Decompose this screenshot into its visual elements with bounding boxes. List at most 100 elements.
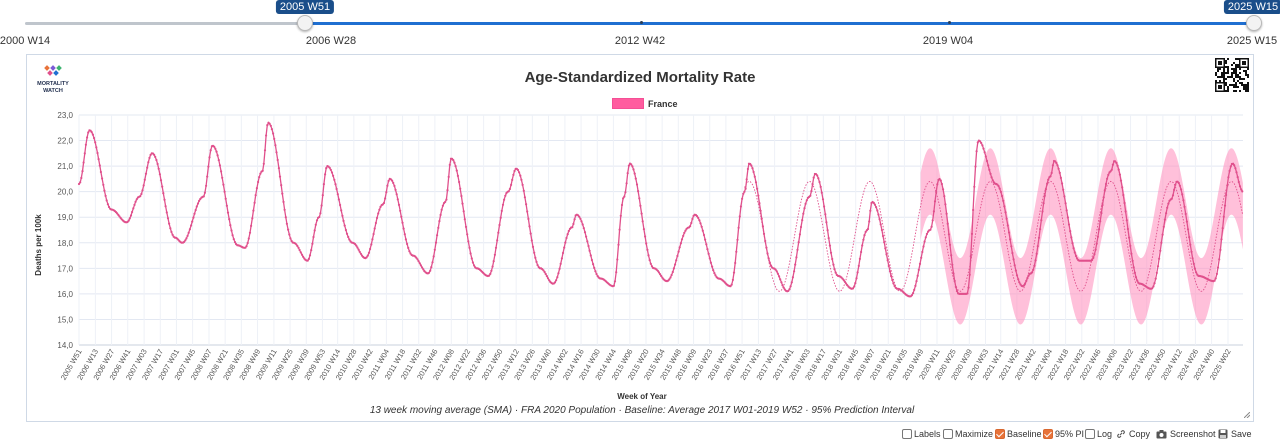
data-point bbox=[778, 275, 781, 278]
data-point bbox=[171, 233, 174, 236]
data-point bbox=[739, 205, 743, 208]
data-point bbox=[407, 246, 410, 249]
slider-end-handle[interactable] bbox=[1246, 15, 1262, 31]
data-point bbox=[1159, 249, 1162, 252]
data-point bbox=[766, 252, 769, 255]
data-point bbox=[529, 232, 532, 235]
data-point bbox=[1189, 243, 1192, 246]
qr-module bbox=[1247, 82, 1249, 84]
data-point bbox=[743, 190, 746, 193]
data-point bbox=[736, 238, 739, 241]
data-point bbox=[105, 199, 108, 202]
data-point bbox=[288, 233, 291, 236]
data-point bbox=[354, 243, 357, 246]
data-point bbox=[633, 172, 636, 175]
log-toggle-label: Log bbox=[1097, 429, 1113, 439]
data-point bbox=[765, 246, 768, 249]
data-point bbox=[94, 141, 97, 144]
data-point bbox=[744, 187, 747, 190]
data-point bbox=[251, 217, 254, 220]
data-point bbox=[1031, 271, 1034, 274]
data-point bbox=[1093, 253, 1096, 256]
qr-module bbox=[1239, 68, 1241, 70]
data-point bbox=[504, 194, 507, 197]
data-point bbox=[170, 230, 173, 233]
qr-module bbox=[1233, 86, 1235, 88]
data-point bbox=[1067, 223, 1071, 226]
pi-toggle[interactable]: 95% PI bbox=[1043, 427, 1084, 441]
data-point bbox=[377, 212, 380, 215]
qr-module bbox=[1233, 84, 1235, 86]
slider-end-value: 2025 W15 bbox=[1223, 0, 1280, 14]
data-point bbox=[695, 215, 699, 218]
data-point bbox=[102, 183, 105, 186]
qr-module bbox=[1233, 70, 1235, 72]
y-tick-label: 21,0 bbox=[57, 162, 73, 171]
data-point bbox=[226, 211, 230, 214]
data-point bbox=[224, 197, 227, 200]
data-point bbox=[1006, 224, 1009, 227]
data-point bbox=[456, 174, 459, 177]
data-point bbox=[616, 258, 619, 261]
resize-handle-icon[interactable] bbox=[1244, 412, 1250, 418]
save-button[interactable]: Save bbox=[1218, 427, 1252, 441]
data-point bbox=[557, 272, 560, 275]
data-point bbox=[669, 276, 672, 279]
date-range-slider[interactable]: 2005 W51 2025 W15 2000 W14 2006 W28 2012… bbox=[0, 0, 1280, 52]
copy-button[interactable]: Copy bbox=[1116, 427, 1150, 441]
camera-icon bbox=[1156, 430, 1167, 439]
data-point bbox=[384, 197, 387, 200]
qr-module bbox=[1245, 70, 1247, 72]
data-point bbox=[207, 165, 210, 168]
data-point bbox=[375, 216, 379, 220]
data-point bbox=[157, 167, 160, 170]
data-point bbox=[1018, 281, 1021, 284]
data-point bbox=[1181, 193, 1184, 196]
data-point bbox=[809, 194, 812, 197]
data-point bbox=[793, 270, 796, 273]
data-point bbox=[492, 260, 495, 263]
data-point bbox=[698, 219, 701, 222]
data-point bbox=[678, 246, 681, 249]
baseline-checkbox[interactable] bbox=[995, 429, 1005, 439]
data-point bbox=[948, 243, 952, 246]
data-point bbox=[143, 178, 146, 181]
data-point bbox=[536, 264, 539, 267]
qr-finder-core bbox=[1242, 61, 1246, 65]
data-point bbox=[313, 229, 316, 232]
data-point bbox=[916, 274, 919, 277]
data-point bbox=[161, 185, 164, 188]
labels-checkbox[interactable] bbox=[902, 429, 912, 439]
data-point bbox=[1167, 202, 1170, 205]
data-point bbox=[439, 213, 442, 216]
data-point bbox=[159, 179, 163, 182]
baseline-toggle[interactable]: Baseline bbox=[995, 427, 1042, 441]
chart-legend[interactable]: France bbox=[612, 98, 678, 109]
slider-start-handle[interactable] bbox=[297, 15, 313, 31]
data-point bbox=[277, 167, 280, 170]
data-point bbox=[560, 257, 564, 260]
data-point bbox=[1177, 181, 1180, 185]
data-point bbox=[1192, 262, 1195, 265]
data-point bbox=[1226, 184, 1229, 187]
data-point bbox=[625, 182, 628, 185]
pi-checkbox[interactable] bbox=[1043, 429, 1053, 439]
qr-module bbox=[1247, 68, 1249, 70]
screenshot-button[interactable]: Screenshot bbox=[1156, 427, 1216, 441]
maximize-checkbox[interactable] bbox=[943, 429, 953, 439]
data-point bbox=[712, 269, 715, 272]
data-point bbox=[369, 247, 372, 251]
data-point bbox=[1043, 194, 1046, 197]
data-point bbox=[890, 274, 893, 278]
data-point bbox=[366, 254, 369, 257]
labels-toggle[interactable]: Labels bbox=[902, 427, 941, 441]
data-point bbox=[222, 183, 225, 186]
data-point bbox=[340, 209, 343, 212]
log-toggle[interactable]: Log bbox=[1085, 427, 1112, 441]
data-point bbox=[775, 270, 778, 273]
log-checkbox[interactable] bbox=[1085, 429, 1095, 439]
data-point bbox=[634, 177, 637, 180]
data-point bbox=[334, 183, 337, 186]
maximize-toggle[interactable]: Maximize bbox=[943, 427, 993, 441]
data-point bbox=[1116, 164, 1119, 167]
